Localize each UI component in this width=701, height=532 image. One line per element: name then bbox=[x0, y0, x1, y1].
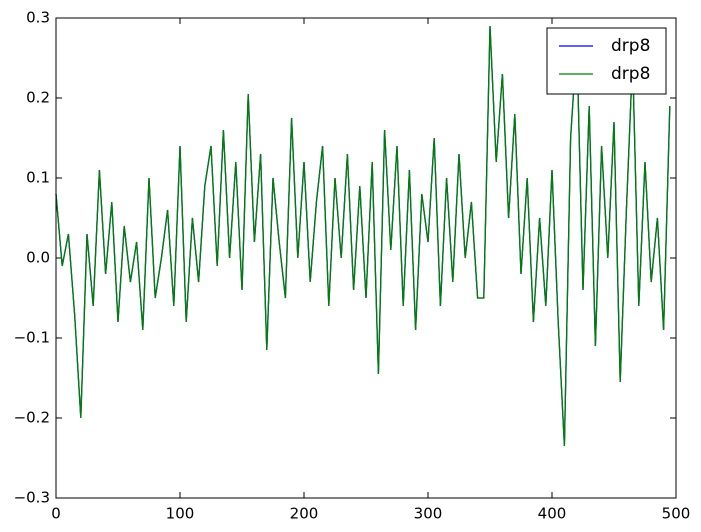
y-tick-label: −0.3 bbox=[14, 489, 50, 507]
x-tick-label: 500 bbox=[662, 505, 691, 523]
y-tick-label: 0.3 bbox=[26, 9, 50, 27]
plot-frame bbox=[55, 17, 677, 499]
y-tick-label: 0.2 bbox=[26, 89, 50, 107]
x-tick-label: 300 bbox=[414, 505, 443, 523]
x-tick-label: 200 bbox=[290, 505, 319, 523]
series-line bbox=[55, 25, 671, 447]
y-tick-label: 0.0 bbox=[26, 249, 50, 267]
legend-label: drp8 bbox=[611, 36, 650, 56]
x-tick-label: 0 bbox=[51, 505, 61, 523]
x-tick-label: 100 bbox=[166, 505, 195, 523]
x-tick-label: 400 bbox=[538, 505, 567, 523]
legend-label: drp8 bbox=[611, 64, 650, 84]
legend-box bbox=[546, 27, 667, 95]
y-tick-label: 0.1 bbox=[26, 169, 50, 187]
y-tick-label: −0.2 bbox=[14, 409, 50, 427]
y-tick-label: −0.1 bbox=[14, 329, 50, 347]
